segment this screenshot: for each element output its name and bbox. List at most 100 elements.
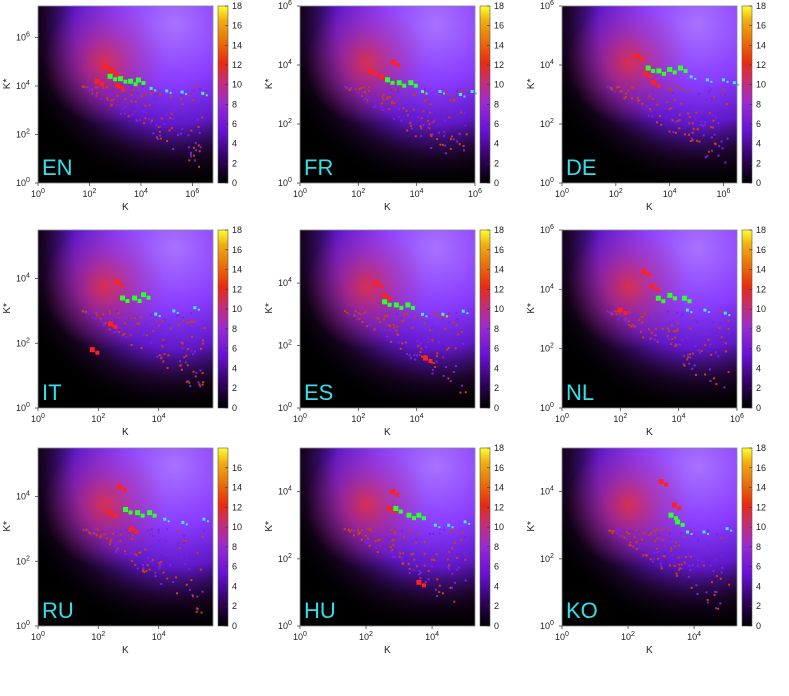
speckle (409, 529, 412, 532)
speckle (104, 318, 107, 321)
speckle (152, 330, 155, 333)
speckle (358, 89, 361, 92)
colorbar-tick-label: 12 (232, 60, 242, 70)
speckle (195, 610, 198, 613)
speckle (420, 117, 423, 120)
cyan-point (722, 78, 725, 82)
green-point (137, 299, 142, 303)
speckle (669, 538, 672, 541)
speckle (661, 105, 664, 108)
speckle (706, 601, 709, 604)
speckle (615, 313, 618, 316)
y-tick-label: 104 (16, 491, 30, 502)
speckle (420, 135, 423, 138)
speckle (458, 90, 461, 93)
speckle (353, 314, 356, 317)
speckle (389, 99, 391, 102)
speckle (386, 97, 389, 100)
speckle (150, 121, 152, 124)
speckle (106, 86, 108, 89)
speckle (354, 87, 357, 90)
colorbar-tick-label: 8 (756, 542, 761, 552)
speckle (177, 314, 180, 317)
speckle (420, 347, 423, 350)
speckle (130, 560, 133, 563)
speckle (642, 554, 645, 557)
speckle (447, 346, 450, 349)
speckle (165, 114, 168, 116)
colorbar-tick-label: 16 (756, 21, 766, 31)
green-point (655, 295, 661, 301)
speckle (691, 367, 694, 370)
speckle (97, 89, 100, 92)
speckle (371, 533, 374, 536)
speckle (678, 568, 680, 571)
speckle (148, 104, 151, 107)
cyan-point (728, 314, 731, 317)
green-point (682, 295, 687, 301)
speckle (203, 327, 206, 329)
speckle (139, 119, 142, 122)
speckle (651, 98, 654, 100)
speckle (678, 86, 681, 89)
colorbar-tick-label: 12 (232, 502, 242, 512)
speckle (145, 108, 147, 111)
speckle (683, 354, 686, 357)
speckle (405, 109, 408, 112)
speckle (142, 568, 145, 571)
speckle (152, 132, 155, 135)
speckle (361, 529, 364, 531)
speckle (405, 353, 408, 355)
speckle (170, 127, 173, 130)
speckle (200, 611, 203, 614)
speckle (450, 135, 453, 138)
speckle (188, 588, 191, 591)
speckle (389, 325, 392, 328)
speckle (352, 530, 355, 533)
speckle (386, 314, 389, 317)
speckle (190, 155, 193, 158)
speckle (612, 312, 615, 315)
speckle (164, 540, 167, 543)
speckle (176, 315, 178, 318)
speckle (107, 90, 110, 92)
speckle (410, 553, 413, 556)
speckle (397, 341, 400, 344)
speckle (456, 333, 459, 336)
speckle (610, 530, 613, 533)
red-point (386, 506, 392, 511)
speckle (196, 595, 199, 598)
speckle (88, 87, 91, 90)
speckle (416, 565, 419, 568)
speckle (650, 104, 653, 107)
x-axis-label: K (646, 427, 653, 438)
speckle (382, 93, 385, 96)
speckle (626, 89, 629, 92)
speckle (433, 559, 436, 561)
speckle (115, 532, 118, 535)
colorbar-tick-label: 0 (756, 178, 761, 188)
speckle (714, 333, 717, 336)
speckle (714, 558, 717, 561)
speckle (655, 327, 658, 330)
speckle (694, 107, 697, 110)
red-point (677, 506, 682, 511)
speckle (442, 374, 445, 377)
colorbar-tick-label: 12 (232, 284, 242, 294)
colorbar-tick-label: 18 (494, 225, 504, 235)
speckle (436, 578, 439, 581)
speckle (95, 533, 98, 536)
speckle (192, 370, 195, 373)
speckle (727, 319, 730, 322)
speckle (660, 565, 663, 568)
cyan-point (685, 308, 689, 312)
y-axis-label: K* (264, 521, 275, 532)
speckle (431, 368, 434, 371)
speckle (116, 542, 119, 544)
green-point (674, 516, 678, 521)
green-point (672, 296, 677, 301)
speckle (142, 563, 144, 566)
speckle (656, 528, 659, 531)
colorbar-tick-label: 10 (232, 304, 242, 314)
speckle (369, 528, 372, 531)
